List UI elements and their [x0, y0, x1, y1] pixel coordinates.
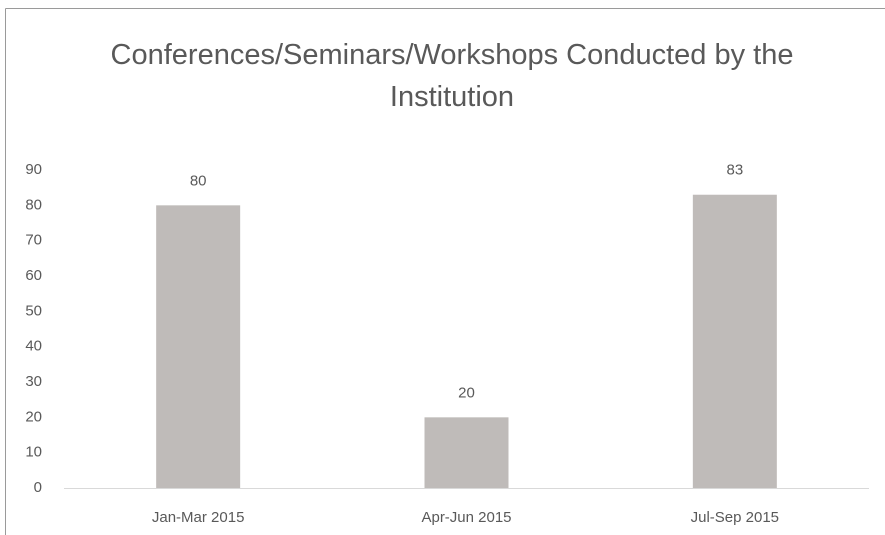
chart-title: Conferences/Seminars/Workshops Conducted…: [110, 39, 794, 113]
y-tick-label: 20: [25, 408, 42, 425]
data-label: 20: [458, 384, 475, 401]
y-tick-label: 80: [25, 196, 42, 213]
y-tick-label: 90: [25, 161, 42, 178]
y-tick-label: 0: [34, 479, 42, 496]
data-label: 83: [726, 162, 743, 179]
y-tick-label: 40: [25, 338, 42, 355]
x-tick-label: Jul-Sep 2015: [691, 509, 779, 526]
x-tick-label: Apr-Jun 2015: [421, 509, 511, 526]
y-tick-label: 50: [25, 302, 42, 319]
y-tick-label: 70: [25, 232, 42, 249]
bar: [424, 417, 509, 488]
bar: [692, 194, 777, 488]
y-tick-label: 10: [25, 444, 42, 461]
y-tick-label: 60: [25, 267, 42, 284]
data-label: 80: [190, 172, 207, 189]
bar: [156, 205, 241, 489]
x-tick-label: Jan-Mar 2015: [152, 509, 245, 526]
y-tick-label: 30: [25, 373, 42, 390]
